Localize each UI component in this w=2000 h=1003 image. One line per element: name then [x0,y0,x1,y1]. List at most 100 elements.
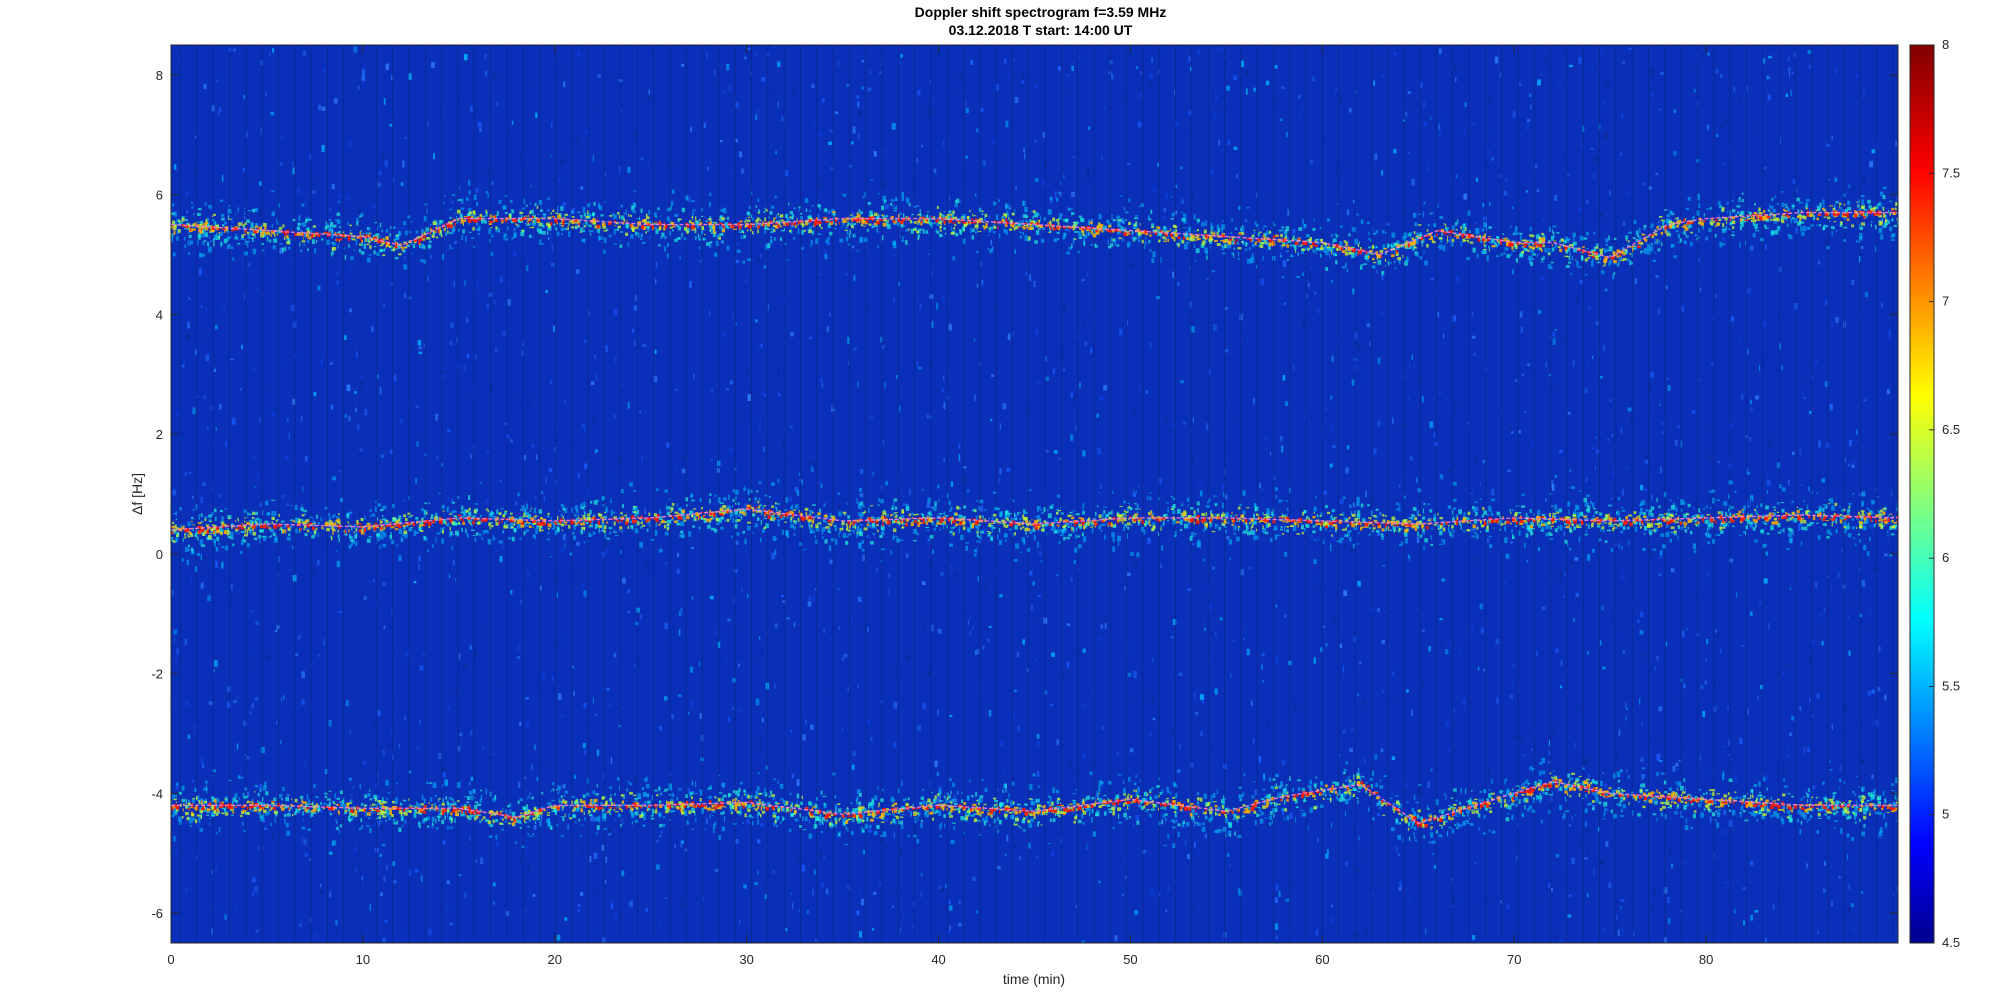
noise-speck [1821,478,1826,483]
noise-speck [1728,754,1731,757]
noise-speck [1621,926,1624,933]
noise-speck [1803,746,1806,754]
band-speck [1116,230,1121,235]
noise-speck [1479,603,1484,610]
noise-speck [1028,783,1033,790]
noise-speck [802,193,805,196]
noise-speck [949,925,952,931]
band-speck [468,208,472,214]
band-speck [1488,245,1490,249]
noise-speck [842,291,846,294]
noise-speck [901,780,903,787]
noise-speck [807,601,812,607]
noise-speck [345,194,350,202]
band-speck [1151,258,1155,263]
noise-speck [1126,320,1129,326]
noise-speck [758,741,763,748]
noise-speck [1264,191,1268,195]
band-speck [553,223,556,226]
noise-speck [732,312,734,319]
noise-speck [313,392,317,397]
band-speck [1889,226,1893,232]
noise-speck [1471,311,1474,317]
noise-speck [1711,315,1715,319]
noise-speck [1190,326,1195,333]
noise-speck [1411,709,1413,717]
noise-speck [1889,554,1893,557]
noise-speck [1482,459,1485,464]
band-speck [504,212,508,214]
band-speck [1446,242,1448,244]
band-speck [1796,191,1798,193]
band-speck [1231,241,1236,245]
band-speck [1831,211,1834,217]
noise-speck [1439,474,1443,479]
band-speck [909,220,912,224]
noise-speck [900,232,904,238]
band-speck [1258,244,1261,247]
noise-speck [1329,463,1333,468]
band-speck [1211,225,1214,231]
noise-speck [271,829,275,835]
noise-speck [1718,862,1721,867]
noise-speck [931,321,934,328]
noise-speck [1553,195,1558,201]
noise-speck [1331,444,1336,449]
noise-speck [658,919,662,925]
noise-speck [973,290,975,293]
noise-speck [400,226,404,230]
band-speck [1671,221,1675,226]
noise-speck [208,701,213,705]
band-speck [1127,244,1130,249]
noise-speck [1165,417,1168,424]
noise-speck [507,299,511,306]
band-speck [1261,240,1264,242]
noise-speck [734,540,739,545]
band-speck [1306,233,1309,238]
noise-speck [457,362,460,368]
band-speck [1454,222,1458,226]
band-speck [1237,251,1240,257]
noise-speck [1639,630,1644,635]
noise-speck [474,188,479,193]
chart-subtitle: 03.12.2018 T start: 14:00 UT [948,22,1133,38]
noise-speck [500,276,504,283]
noise-speck [1151,658,1154,662]
noise-speck [1590,147,1594,151]
band-speck [1074,231,1078,233]
band-speck [1114,242,1116,247]
band-speck [895,205,898,210]
band-speck [766,228,771,230]
band-speck [1325,267,1328,271]
band-speck [312,233,316,237]
noise-speck [936,302,939,310]
band-speck [1056,231,1060,234]
band-speck [1877,204,1879,207]
noise-speck [1674,811,1678,815]
noise-speck [988,625,992,629]
band-speck [998,233,1001,239]
noise-speck [1794,227,1798,234]
band-speck [632,228,635,232]
noise-speck [1544,59,1549,66]
noise-speck [1642,653,1647,657]
noise-speck [1597,273,1599,280]
noise-speck [943,375,945,382]
noise-speck [927,670,931,676]
band-speck [1502,252,1507,255]
noise-speck [1876,837,1881,841]
band-speck [1697,227,1700,233]
band-speck [771,227,775,233]
noise-speck [1449,642,1451,646]
noise-speck [801,864,806,872]
band-speck [1803,226,1807,232]
noise-speck [739,920,741,925]
noise-speck [950,481,954,487]
band-speck [1890,233,1895,238]
band-speck [1098,213,1102,220]
band-speck [1646,249,1651,255]
band-speck [769,211,773,215]
noise-speck [745,548,747,554]
noise-speck [878,882,883,887]
noise-speck [583,590,587,597]
